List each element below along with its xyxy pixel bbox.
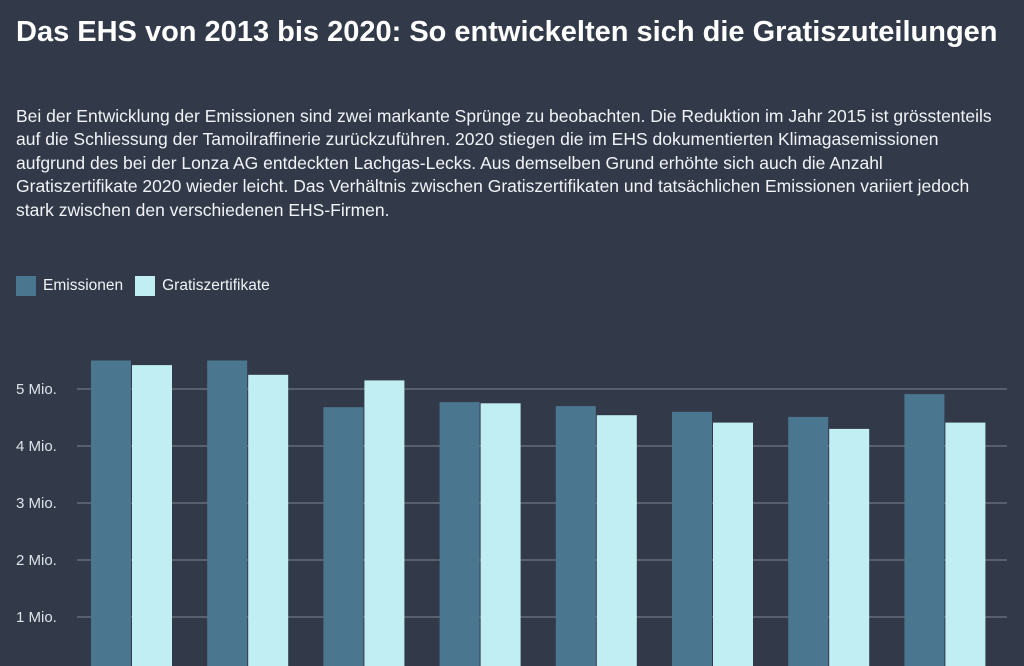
legend: Emissionen Gratiszertifikate: [16, 275, 282, 297]
bar-gratiszertifikate-2015[interactable]: [364, 380, 405, 666]
bar-gratiszertifikate-2019[interactable]: [829, 428, 870, 666]
bar-emissionen-2018[interactable]: [672, 411, 712, 666]
bar-gratiszertifikate-2013[interactable]: [132, 365, 172, 666]
bar-gratiszertifikate-2016[interactable]: [480, 403, 521, 666]
y-tick-label: 3 Mio.: [16, 495, 57, 512]
bar-gratiszertifikate-2014[interactable]: [248, 374, 289, 666]
bar-emissionen-2014[interactable]: [207, 360, 248, 666]
y-tick-label: 4 Mio.: [16, 438, 57, 455]
bar-emissionen-2016[interactable]: [439, 402, 480, 666]
y-tick-label: 1 Mio.: [16, 609, 57, 626]
bar-gratiszertifikate-2020[interactable]: [945, 422, 986, 666]
bar-emissionen-2015[interactable]: [323, 407, 364, 666]
bar-gratiszertifikate-2018[interactable]: [713, 422, 753, 666]
bar-gratiszertifikate-2017[interactable]: [596, 415, 637, 666]
legend-label-gratiszertifikate: Gratiszertifikate: [162, 277, 270, 294]
bar-emissionen-2019[interactable]: [788, 416, 829, 666]
bar-emissionen-2020[interactable]: [904, 394, 945, 666]
bar-emissionen-2017[interactable]: [555, 406, 596, 666]
y-tick-label: 5 Mio.: [16, 381, 57, 398]
chart-title: Das EHS von 2013 bis 2020: So entwickelt…: [16, 16, 998, 48]
legend-swatch-gratiszertifikate: [135, 276, 156, 296]
legend-item-gratiszertifikate[interactable]: Gratiszertifikate: [135, 276, 270, 296]
legend-swatch-emissionen: [16, 276, 36, 296]
y-tick-label: 2 Mio.: [16, 552, 57, 569]
legend-label-emissionen: Emissionen: [43, 277, 124, 294]
bar-emissionen-2013[interactable]: [91, 360, 131, 666]
chart-description: Bei der Entwicklung der Emissionen sind …: [16, 106, 992, 220]
legend-item-emissionen[interactable]: Emissionen: [16, 276, 123, 296]
